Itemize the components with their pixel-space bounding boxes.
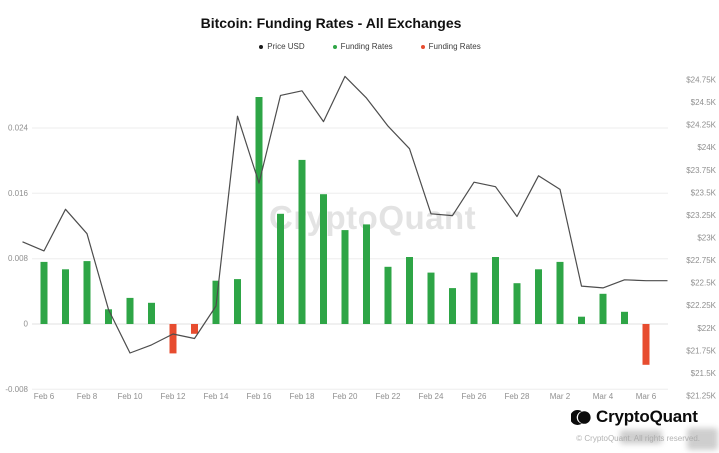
funding-rate-bar-positive (535, 269, 542, 324)
right-axis-tick-label: $23.25K (686, 211, 716, 220)
copyright-text: © CryptoQuant. All rights reserved. (576, 434, 700, 443)
funding-rate-bar-positive (427, 272, 435, 324)
right-axis-tick-label: $24.5K (691, 98, 717, 107)
funding-rate-bar-positive (621, 311, 628, 324)
x-axis-tick-label: Mar 4 (593, 392, 614, 401)
x-axis-tick-label: Feb 26 (462, 392, 487, 401)
right-axis-tick-label: $22K (697, 324, 716, 333)
left-axis-tick-label: 0.024 (8, 124, 29, 133)
blurred-overlay (620, 430, 662, 444)
x-axis-tick-label: Mar 2 (550, 392, 571, 401)
legend-dot-icon (420, 44, 425, 49)
cryptoquant-logo-icon (571, 409, 591, 425)
funding-rate-bar-positive (255, 97, 263, 324)
funding-rate-bar-positive (556, 261, 564, 324)
x-axis-tick-label: Feb 10 (118, 392, 143, 401)
funding-rate-bar-positive (363, 224, 370, 324)
legend-item-price-usd[interactable]: Price USD (259, 42, 305, 51)
funding-rate-bar-positive (406, 257, 413, 324)
right-axis-tick-label: $22.75K (686, 256, 716, 265)
funding-rate-bar-positive (62, 269, 69, 324)
legend-dot-icon (259, 44, 264, 49)
legend-label: Funding Rates (428, 42, 481, 51)
legend-label: Funding Rates (340, 42, 393, 51)
funding-rate-bar-positive (148, 302, 155, 324)
cryptoquant-logo-text: CryptoQuant (596, 407, 698, 426)
right-axis-tick-label: $24.25K (686, 121, 716, 130)
right-axis-tick-label: $23.5K (691, 188, 717, 197)
right-axis-tick-label: $23K (697, 234, 716, 243)
funding-rate-bar-positive (470, 272, 478, 324)
left-axis-tick-label: 0.016 (8, 189, 29, 198)
legend-item-funding-rates[interactable]: Funding Rates (332, 42, 393, 51)
right-axis-tick-label: $24K (697, 143, 716, 152)
right-axis-tick-label: $22.25K (686, 301, 716, 310)
funding-rate-bar-positive (126, 297, 134, 324)
funding-rate-bar-positive (513, 283, 521, 324)
x-axis-tick-label: Feb 6 (34, 392, 55, 401)
funding-rate-bar-positive (277, 213, 284, 324)
x-axis-tick-label: Feb 14 (204, 392, 229, 401)
funding-rate-bar-positive (599, 293, 607, 324)
x-axis-tick-label: Feb 22 (376, 392, 401, 401)
chart-title: Bitcoin: Funding Rates - All Exchanges (200, 15, 462, 31)
legend-item-funding-rates-2[interactable]: Funding Rates (420, 42, 481, 51)
funding-rate-bar-positive (234, 279, 241, 324)
funding-rate-bar-negative (642, 324, 650, 365)
funding-rate-bar-positive (83, 261, 91, 324)
cryptoquant-logo: CryptoQuant (571, 407, 698, 427)
x-axis-tick-label: Feb 24 (419, 392, 444, 401)
legend-label: Price USD (267, 42, 305, 51)
right-axis-tick-label: $21.5K (691, 369, 717, 378)
blurred-overlay (687, 428, 718, 450)
legend-dot-icon (332, 44, 337, 49)
funding-rate-bar-negative (191, 324, 198, 334)
funding-rate-bar-positive (298, 159, 306, 324)
funding-rate-bar-negative (169, 324, 177, 354)
funding-rate-bar-positive (341, 230, 349, 324)
x-axis-tick-label: Feb 18 (290, 392, 315, 401)
price-line (22, 75, 668, 354)
right-axis-tick-label: $21.75K (686, 346, 716, 355)
right-axis-tick-label: $23.75K (686, 166, 716, 175)
left-axis-tick-label: -0.008 (5, 385, 28, 394)
right-axis-tick-label: $22.5K (691, 279, 717, 288)
x-axis-tick-label: Feb 8 (77, 392, 98, 401)
funding-rate-bar-positive (384, 266, 392, 324)
funding-rate-bar-positive (449, 288, 456, 324)
x-axis-tick-label: Feb 28 (505, 392, 530, 401)
chart-legend: Price USD Funding Rates Funding Rates (0, 42, 719, 51)
funding-rate-bar-positive (40, 261, 48, 324)
x-axis-tick-label: Feb 20 (333, 392, 358, 401)
left-axis-tick-label: 0 (24, 320, 29, 329)
funding-rate-bar-positive (320, 194, 327, 324)
right-axis-tick-label: $21.25K (686, 392, 716, 401)
funding-rate-bar-positive (105, 309, 112, 324)
x-axis-tick-label: Feb 16 (247, 392, 272, 401)
left-axis-tick-label: 0.008 (8, 254, 29, 263)
x-axis-tick-label: Mar 6 (636, 392, 657, 401)
right-axis-tick-label: $24.75K (686, 76, 716, 85)
funding-rate-bar-positive (492, 257, 499, 324)
funding-rate-bar-positive (578, 316, 585, 324)
x-axis-tick-label: Feb 12 (161, 392, 186, 401)
